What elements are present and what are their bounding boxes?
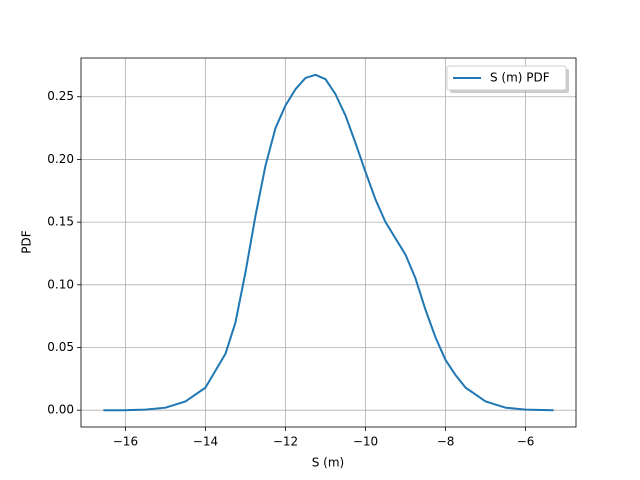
x-tick-label: −6 [517, 435, 535, 449]
y-tick-label: 0.25 [47, 89, 74, 103]
y-axis-label: PDF [20, 230, 34, 253]
x-tick-label: −12 [273, 435, 298, 449]
plot [103, 73, 554, 412]
y-tick-label: 0.15 [47, 215, 74, 229]
x-tick-label: −14 [193, 435, 218, 449]
y-tick-label: 0.20 [47, 152, 74, 166]
x-tick-label: −16 [113, 435, 138, 449]
x-tick-label: −10 [353, 435, 378, 449]
y-tick-label: 0.10 [47, 277, 74, 291]
data-line [103, 73, 554, 412]
legend: S (m) PDF [446, 65, 569, 93]
axes-frame [80, 57, 577, 428]
x-tick-label: −8 [437, 435, 455, 449]
y-tick-label: 0.05 [47, 340, 74, 354]
legend-label: S (m) PDF [490, 71, 550, 85]
y-tick-label: 0.00 [47, 403, 74, 417]
x-axis-label: S (m) [312, 456, 344, 470]
legend-box [446, 65, 567, 91]
grid [81, 58, 576, 427]
